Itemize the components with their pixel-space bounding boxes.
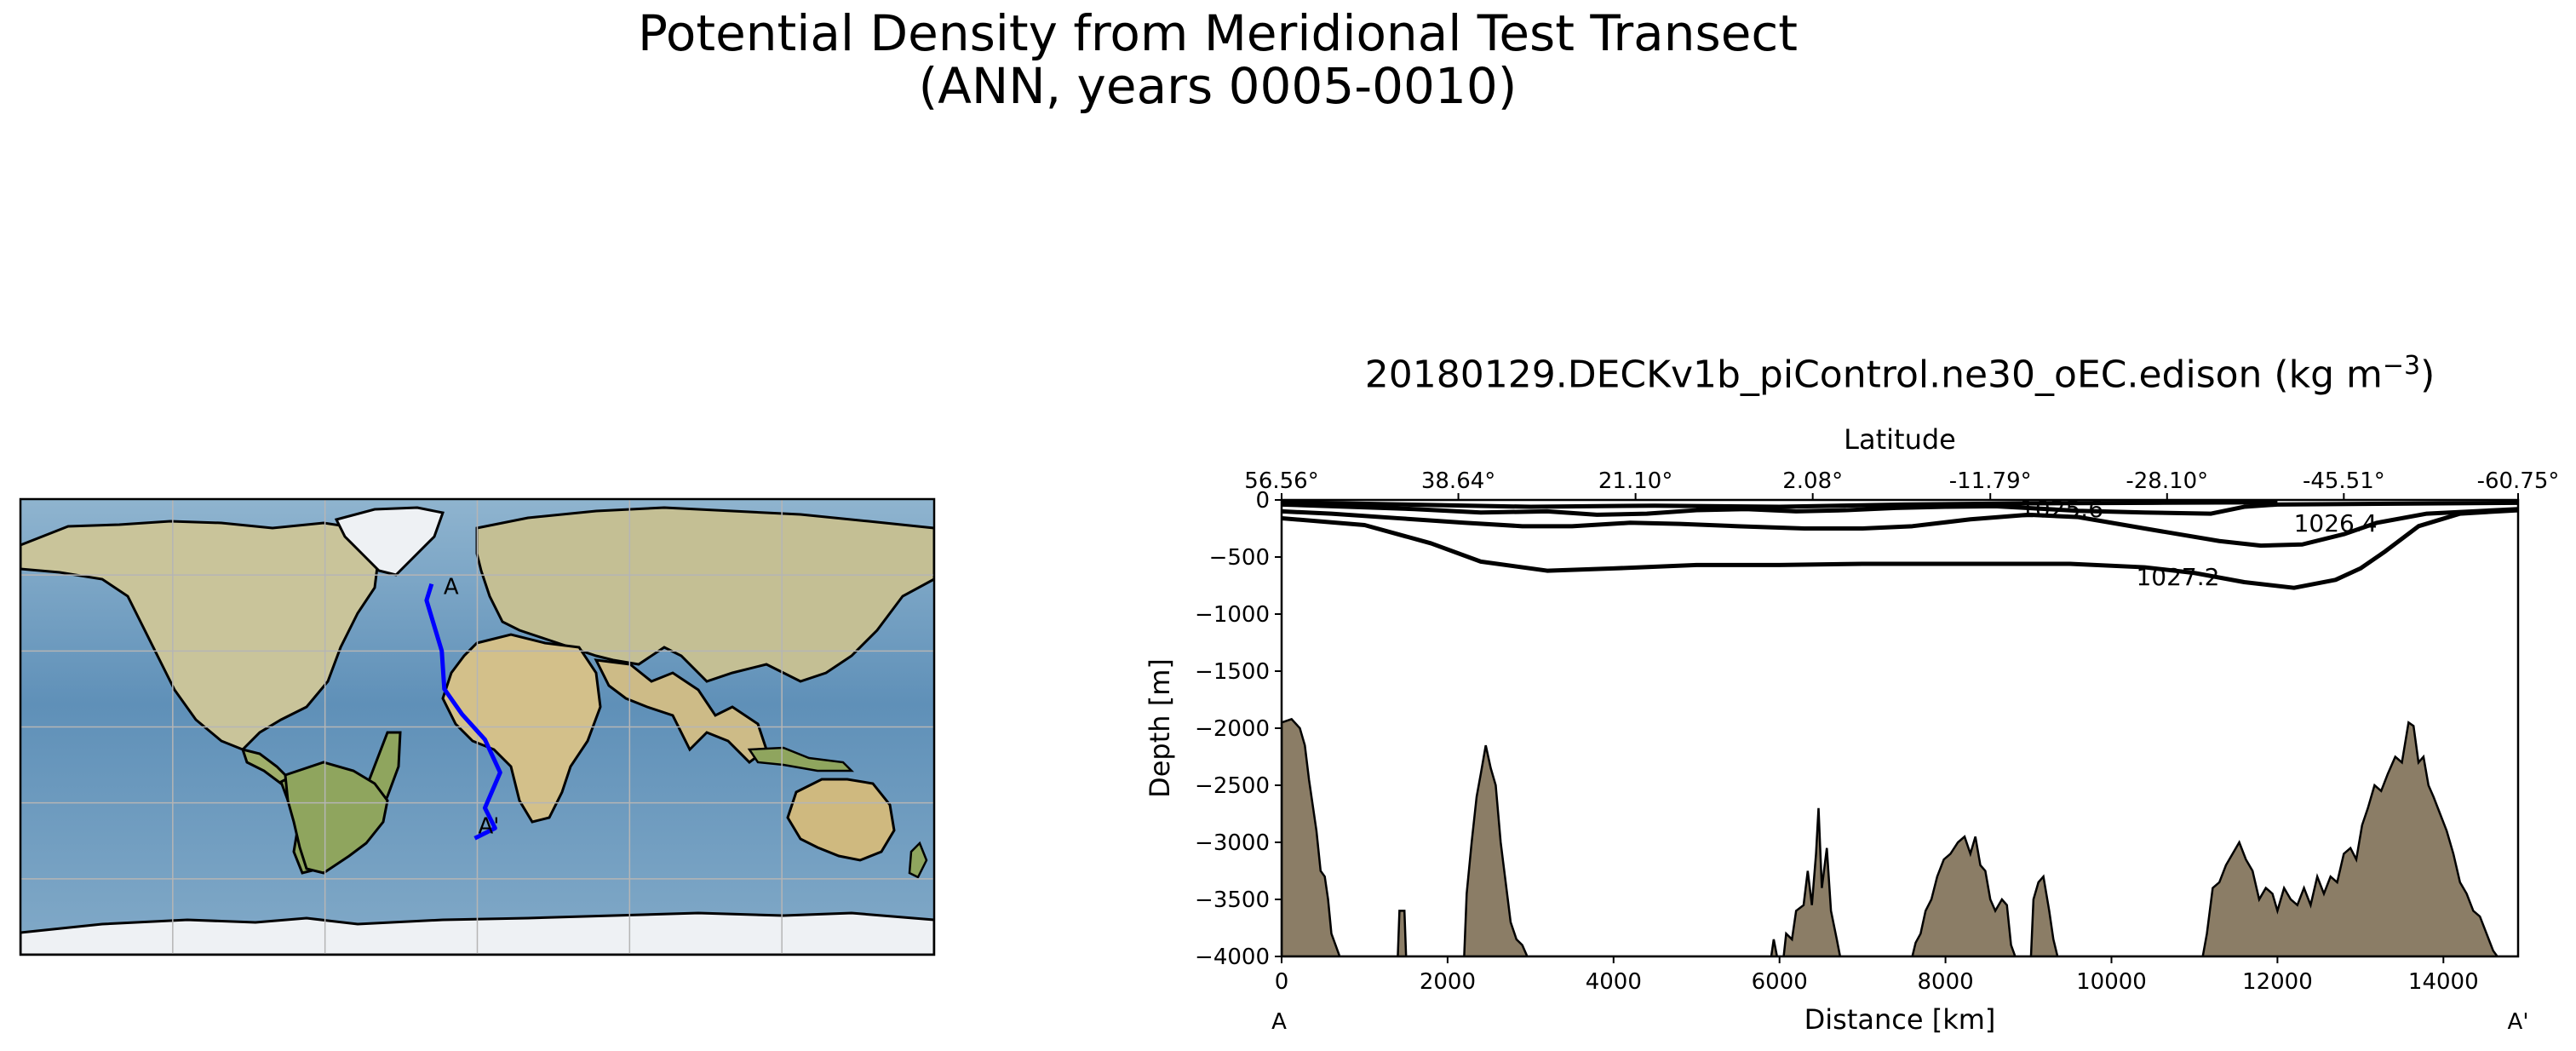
latitude-tick-label: 21.10° [1598,468,1672,494]
contour-line [1282,508,2518,590]
x-axis-label: Distance [km] [1804,1003,1996,1036]
figure-title: Potential Density from Meridional Test T… [0,7,2435,112]
bathymetry-fill [1282,717,2518,956]
land-greenland [334,506,445,577]
section-start-label: A [1271,1009,1287,1035]
y-tick-label: −2000 [1195,716,1270,742]
contour-label: 1027.2 [2136,563,2219,591]
contour-line [1282,507,2518,548]
contour-line [1282,500,2518,517]
section-title: 20180129.DECKv1b_piControl.ne30_oEC.edis… [1282,351,2517,397]
y-axis-ticks: 0 −500 −1000 −1500 −2000 −2500 −3000 −3500 −4000 [1195,488,1282,970]
latitude-axis-label: Latitude [1844,423,1956,456]
transect-line [424,583,502,841]
map-land [20,499,934,955]
figure-title-line1: Potential Density from Meridional Test T… [637,4,1799,62]
x-tick-label: 6000 [1752,969,1808,995]
map-start-label: A [444,575,459,600]
contour-label: 1026.4 [2294,509,2378,537]
x-tick-label: 14000 [2408,969,2479,995]
y-axis-label: Depth [m] [1144,658,1176,798]
x-tick-label: 4000 [1586,969,1642,995]
latitude-tick-label: 38.64° [1421,468,1495,494]
map-gridlines [20,499,934,955]
map-end-label: A' [479,813,500,839]
y-tick-label: −2500 [1195,773,1270,799]
y-tick-label: −1500 [1195,659,1270,685]
latitude-tick-label: -28.10° [2126,468,2208,494]
x-tick-label: 8000 [1918,969,1974,995]
section-title-close: ) [2420,353,2435,397]
land-south-america-main [284,761,389,875]
y-tick-label: −3000 [1195,830,1270,856]
section-title-main: 20180129.DECKv1b_piControl.ne30_oEC.edis… [1364,353,2383,397]
land-new-zealand [908,841,928,879]
map-frame [19,497,936,956]
contour-line [1282,500,2278,509]
map-panel: A A' [19,497,936,956]
y-tick-label: −500 [1209,545,1270,571]
y-tick-label: 0 [1255,488,1270,514]
land-eurasia [475,506,934,683]
y-tick-label: −1000 [1195,602,1270,628]
land-north-america [20,520,381,751]
latitude-tick-label: -60.75° [2477,468,2560,494]
land-indonesia [747,746,855,772]
section-end-label: A' [2508,1009,2529,1035]
latitude-tick-label: -11.79° [1949,468,2032,494]
x-axis-ticks: 0 2000 4000 6000 8000 10000 12000 14000 [1275,956,2479,995]
x-tick-label: 12000 [2242,969,2313,995]
latitude-tick-label: 56.56° [1244,468,1318,494]
y-tick-label: −3500 [1195,887,1270,913]
latitude-tick-label: -45.51° [2303,468,2385,494]
latitude-tick-label: 2.08° [1782,468,1843,494]
latitude-axis-ticks: 56.56° 38.64° 21.10° 2.08° -11.79° -28.10° -45… [1244,468,2559,500]
land-australia [786,778,896,862]
y-tick-label: −4000 [1195,945,1270,970]
section-title-exponent: −3 [2382,351,2421,381]
figure-title-line2: (ANN, years 0005-0010) [918,57,1517,115]
x-tick-label: 2000 [1420,969,1476,995]
x-tick-label: 10000 [2076,969,2147,995]
x-tick-label: 0 [1275,969,1289,995]
